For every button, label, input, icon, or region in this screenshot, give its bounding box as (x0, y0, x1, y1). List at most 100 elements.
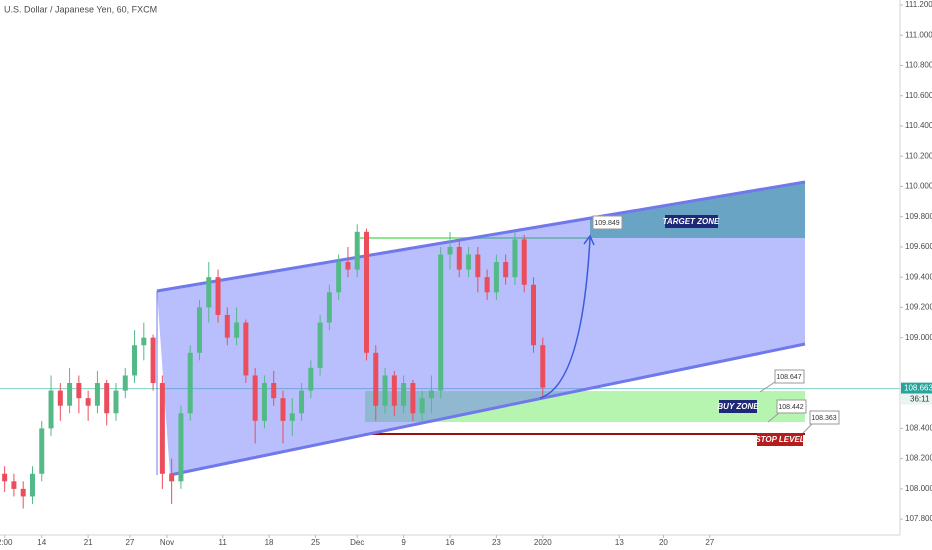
x-tick-label: 16 (446, 538, 455, 547)
price-note: 108.363 (811, 415, 836, 422)
y-tick-label: 111.000 (905, 30, 932, 39)
candle-body (94, 383, 100, 406)
candle-body (252, 375, 258, 421)
y-tick-label: 110.200 (905, 151, 932, 160)
y-tick-label: 111.200 (905, 0, 932, 9)
candle-body (401, 383, 407, 406)
candle-body (150, 337, 156, 384)
candle-body (234, 322, 240, 338)
candle-body (336, 262, 342, 293)
y-tick-label: 108.000 (905, 484, 932, 493)
candle-body (196, 307, 202, 353)
projection-arrow (539, 237, 591, 399)
channel-top (156, 180, 806, 293)
x-tick-label: 14 (37, 538, 46, 547)
candle-body (373, 352, 379, 406)
x-tick-label: 13 (615, 538, 624, 547)
x-tick-label: 27 (705, 538, 714, 547)
candle-body (67, 383, 73, 406)
candle-body (345, 262, 351, 270)
price-note: 108.647 (776, 374, 801, 381)
x-tick-label: 21 (84, 538, 93, 547)
x-tick-label: 20 (659, 538, 668, 547)
candle-body (243, 322, 249, 376)
candle-body (466, 254, 472, 270)
candle-body (48, 390, 54, 429)
y-tick-label: 108.200 (905, 454, 932, 463)
x-tick-label: 9 (401, 538, 406, 547)
candle-body (159, 383, 165, 474)
candle-body (113, 390, 119, 414)
price-note-box (776, 399, 807, 414)
leader (759, 381, 776, 393)
x-tick-label: 2:00 (0, 538, 13, 547)
label-box (665, 215, 718, 228)
candle-body (512, 239, 518, 278)
candle-body (132, 345, 138, 376)
candle-body (447, 246, 453, 255)
leader (767, 412, 780, 423)
candle-body (521, 239, 527, 285)
x-tick-label: Dec (350, 538, 364, 547)
x-tick-label: 18 (265, 538, 274, 547)
label-box (757, 433, 803, 446)
channel (157, 182, 805, 475)
candle-body (326, 292, 332, 323)
candle-body (169, 473, 175, 482)
candle-body (531, 284, 537, 346)
candle-body (475, 254, 481, 278)
candle-body (410, 383, 416, 414)
candle-body (39, 428, 45, 474)
y-tick-label: 109.600 (905, 242, 932, 251)
countdown: 36:11 (910, 395, 930, 404)
candle-body (317, 322, 323, 368)
y-tick-label: 109.000 (905, 333, 932, 342)
last-price-tag (901, 382, 932, 394)
candle-body (391, 375, 397, 406)
channel-bottom (169, 342, 806, 477)
y-tick-label: 110.600 (905, 91, 932, 100)
candle-body (85, 398, 91, 406)
y-tick-label: 109.200 (905, 303, 932, 312)
zone-label: BUY ZONE (717, 402, 759, 411)
zone-label: TARGET ZONE (663, 217, 720, 226)
candle-body (141, 337, 147, 346)
x-tick-label: 11 (219, 538, 228, 547)
candle-body (2, 473, 8, 482)
candle-body (299, 390, 305, 414)
candle-body (382, 375, 388, 406)
price-note: 108.442 (778, 404, 803, 411)
price-note: 109.849 (594, 220, 619, 227)
candle-body (122, 375, 128, 391)
candle-body (308, 367, 314, 391)
y-tick-label: 109.400 (905, 272, 932, 281)
countdown-tag (901, 393, 932, 405)
y-tick-label: 110.000 (905, 182, 932, 191)
y-tick-label: 109.800 (905, 212, 932, 221)
candle-body (428, 390, 434, 399)
candle-body (363, 231, 369, 353)
y-tick-label: 110.400 (905, 121, 932, 130)
x-tick-label: 27 (125, 538, 134, 547)
x-tick-label: 23 (492, 538, 501, 547)
candle-body (484, 277, 490, 293)
candle-body (271, 383, 277, 399)
candle-body (29, 473, 35, 497)
candle-body (57, 390, 63, 406)
candle-body (280, 398, 286, 421)
candle-body (456, 246, 462, 270)
y-tick-label: 107.800 (905, 514, 932, 523)
target-zone (590, 182, 805, 238)
candle-body (493, 262, 499, 293)
candle-body (419, 398, 425, 414)
candle-body (206, 277, 212, 308)
price-note-box (809, 410, 840, 425)
candle-body (178, 413, 184, 482)
arrow-head (583, 234, 595, 246)
candle-body (438, 254, 444, 391)
x-tick-label: 25 (311, 538, 320, 547)
last-price-label: 108.663 (904, 384, 932, 393)
candle-body (11, 481, 17, 489)
label-box (719, 400, 757, 413)
leader (802, 423, 813, 434)
